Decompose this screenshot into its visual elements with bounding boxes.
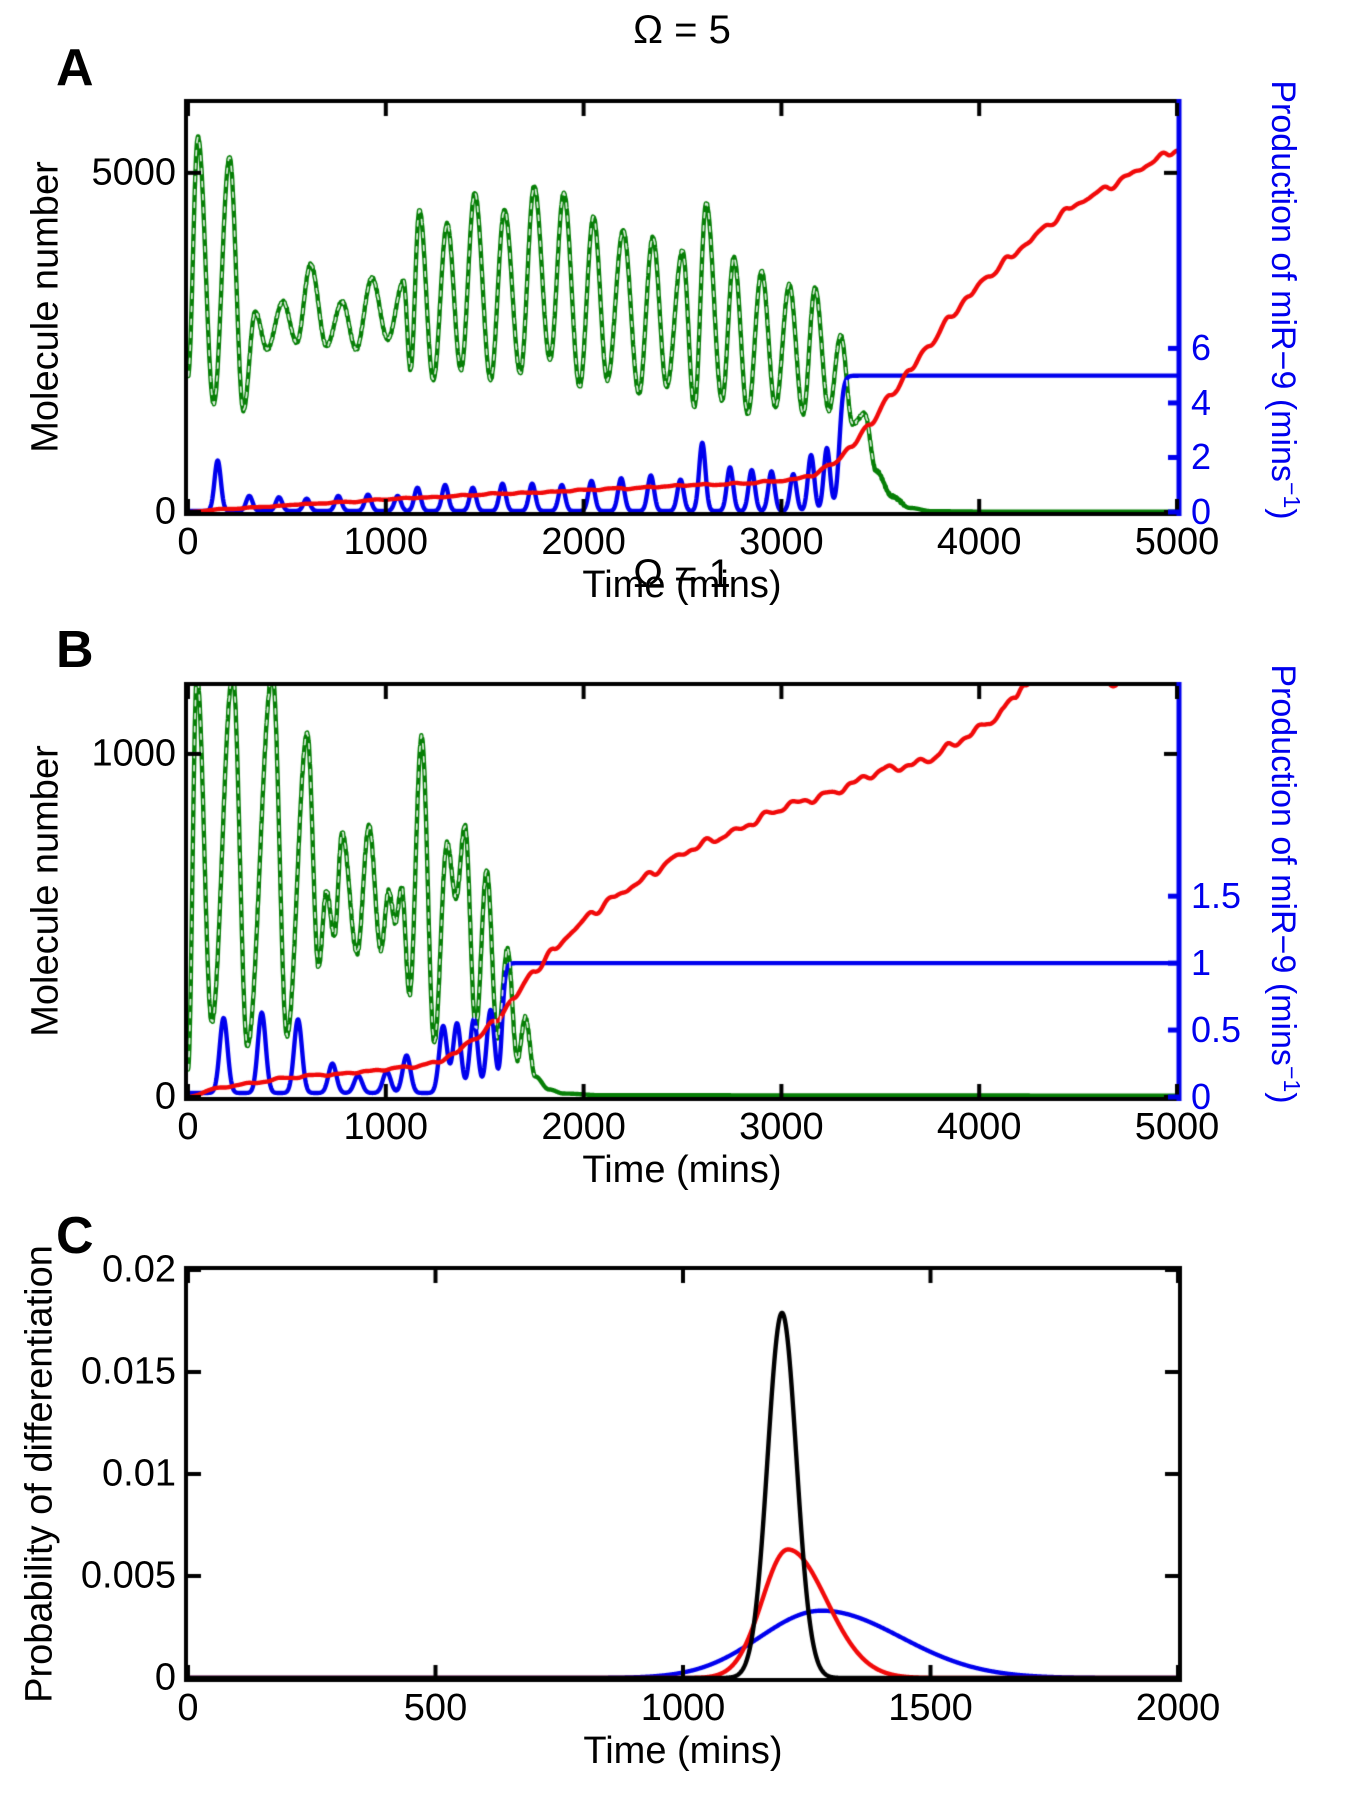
- x-tick-label-C: 1000: [640, 1687, 726, 1729]
- y-tick-label-right-A: 2: [1191, 436, 1212, 478]
- y-tick-label-left-C: 0.015: [80, 1350, 176, 1393]
- x-tick-label-A: 3000: [739, 521, 824, 563]
- y-tick-label-left-B: 0: [154, 1075, 176, 1118]
- y-tick-label-left-C: 0.005: [80, 1554, 176, 1597]
- panel-c-xlabel: Time (mins): [583, 1730, 783, 1772]
- x-tick-label-A: 0: [177, 521, 199, 563]
- x-tick-label-C: 500: [403, 1687, 468, 1729]
- panel-b-ylabel-right-sup: −1: [1279, 1065, 1306, 1093]
- panel-a-letter: A: [56, 39, 94, 97]
- panel-a-ylabel-right-base: Production of miR−9 (mins: [1263, 80, 1302, 482]
- x-tick-label-B: 2000: [541, 1106, 626, 1148]
- y-tick-label-right-A: 6: [1191, 327, 1212, 369]
- panel-a-xlabel: Time (mins): [582, 564, 782, 606]
- panel-b-title: Ω = 1: [633, 552, 731, 596]
- y-tick-label-left-A: 5000: [91, 151, 176, 194]
- y-tick-label-left-A: 0: [154, 490, 176, 533]
- x-tick-label-A: 5000: [1134, 521, 1220, 563]
- panel-b-ylabel-left: Molecule number: [24, 745, 67, 1037]
- panel-a-ylabel-left: Molecule number: [24, 161, 67, 453]
- panel-a-ylabel-right: Production of miR−9 (mins−1): [1263, 80, 1305, 519]
- y-tick-label-right-B: 1.5: [1191, 875, 1242, 917]
- x-tick-label-A: 1000: [343, 521, 429, 563]
- panel-c-letter: C: [56, 1207, 94, 1265]
- y-tick-label-left-B: 1000: [91, 732, 176, 775]
- x-tick-label-C: 0: [177, 1687, 199, 1729]
- x-tick-label-A: 4000: [936, 521, 1022, 563]
- y-tick-label-right-B: 1: [1191, 942, 1212, 984]
- x-tick-label-C: 2000: [1135, 1687, 1221, 1729]
- x-tick-label-B: 4000: [936, 1106, 1022, 1148]
- panel-a-ylabel-right-close: ): [1263, 508, 1302, 520]
- y-tick-label-right-A: 4: [1191, 381, 1212, 423]
- x-tick-label-B: 3000: [739, 1106, 824, 1148]
- panel-c-ylabel-left: Probability of differentiation: [18, 1245, 61, 1703]
- panel-b-ylabel-right: Production of miR−9 (mins−1): [1263, 664, 1305, 1103]
- y-tick-label-left-C: 0.01: [102, 1452, 176, 1495]
- y-tick-label-right-A: 0: [1191, 491, 1212, 532]
- y-tick-label-left-C: 0: [154, 1656, 176, 1699]
- y-tick-label-left-C: 0.02: [102, 1248, 176, 1291]
- x-tick-label-B: 1000: [343, 1106, 429, 1148]
- y-tick-label-right-B: 0: [1191, 1076, 1212, 1117]
- panel-b-letter: B: [56, 621, 94, 679]
- panel-a-title: Ω = 5: [633, 8, 731, 52]
- panel-a-ylabel-right-sup: −1: [1279, 481, 1306, 509]
- x-tick-label-C: 1500: [888, 1687, 973, 1729]
- x-tick-label-B: 0: [177, 1106, 199, 1148]
- y-tick-label-right-B: 0.5: [1191, 1009, 1242, 1051]
- x-tick-label-B: 5000: [1134, 1106, 1220, 1148]
- x-tick-label-A: 2000: [541, 521, 626, 563]
- panel-b-ylabel-right-base: Production of miR−9 (mins: [1263, 664, 1302, 1066]
- panel-b-xlabel: Time (mins): [582, 1149, 782, 1191]
- panel-b-ylabel-right-close: ): [1263, 1092, 1302, 1104]
